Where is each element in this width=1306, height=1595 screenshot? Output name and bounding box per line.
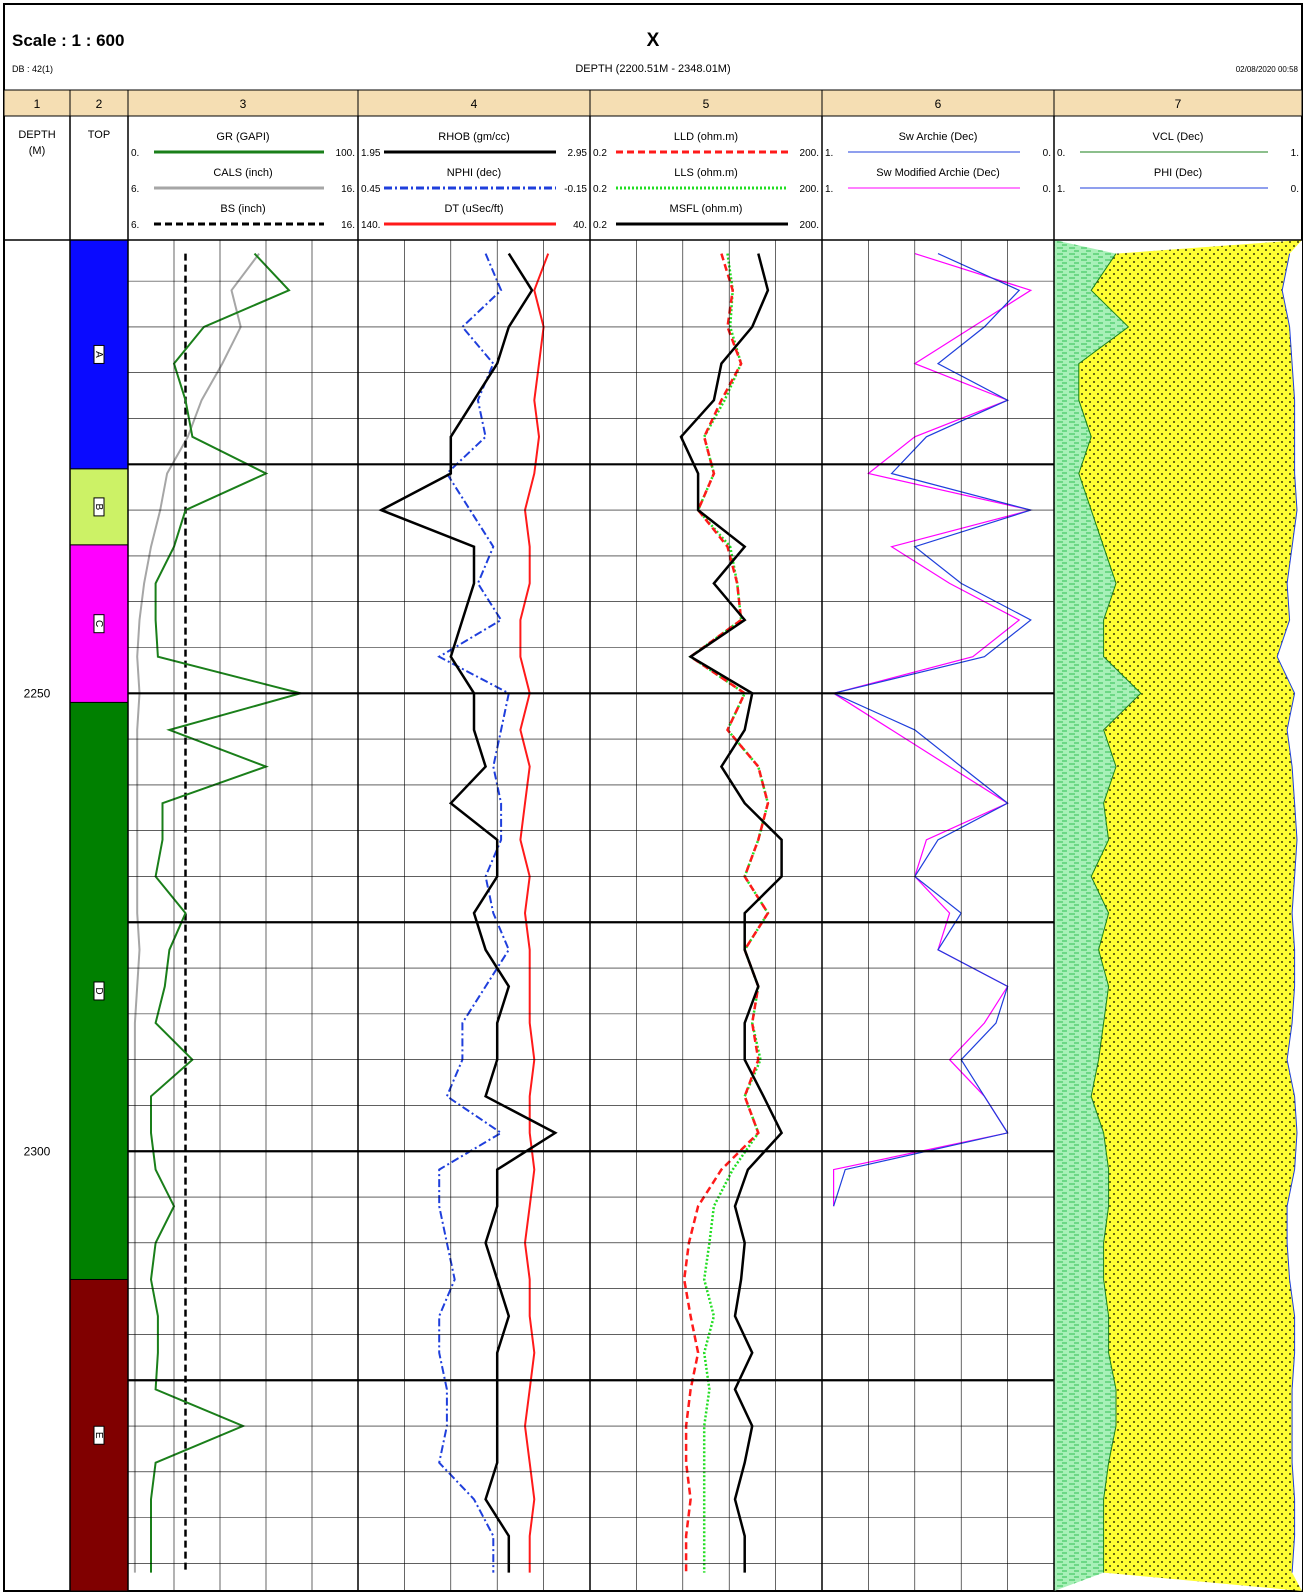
legend-right-value: 40. <box>573 220 587 231</box>
legend-left-value: 0.2 <box>593 184 607 195</box>
legend-left-value: 0. <box>1057 148 1065 159</box>
top-column-title: TOP <box>88 129 110 141</box>
legend-curve-name: Sw Modified Archie (Dec) <box>876 167 1000 179</box>
legend-left-value: 0. <box>131 148 139 159</box>
legend-left-value: 0.2 <box>593 220 607 231</box>
legend-right-value: 1. <box>1291 148 1299 159</box>
legend-curve-name: VCL (Dec) <box>1153 131 1204 143</box>
legend-curve-name: GR (GAPI) <box>216 131 269 143</box>
legend-curve-name: CALS (inch) <box>213 167 272 179</box>
legend-left-value: 1. <box>825 148 833 159</box>
legend-curve-name: PHI (Dec) <box>1154 167 1202 179</box>
clay-fill <box>1054 240 1141 1591</box>
lld-curve <box>682 253 770 1573</box>
zone-label-box <box>93 614 105 634</box>
legend-right-value: 0. <box>1043 184 1051 195</box>
legend-right-value: 200. <box>800 184 819 195</box>
legend-left-value: 6. <box>131 220 139 231</box>
curve-legend: GR (GAPI) 0. 100. CALS (inch) 6. 16. BS (inch)… <box>131 131 1299 231</box>
track-number-6: 6 <box>935 97 942 111</box>
zone-label-box <box>93 497 105 517</box>
legend-left-value: 1. <box>1057 184 1065 195</box>
zone-label-box <box>93 1425 105 1445</box>
legend-curve-name: LLS (ohm.m) <box>674 167 738 179</box>
gr-curve <box>149 252 305 1573</box>
log-body: A B C D E 2250 2300 <box>24 239 1302 1592</box>
sand-fill <box>1078 240 1302 1591</box>
legend-curve-name: DT (uSec/ft) <box>444 203 503 215</box>
legend-curve-name: NPHI (dec) <box>447 167 501 179</box>
rhob-curve <box>378 252 558 1573</box>
nphi-curve <box>437 253 510 1573</box>
db-label: DB : 42(1) <box>12 64 53 74</box>
legend-right-value: 2.95 <box>568 148 588 159</box>
zone-label-D: D <box>93 987 104 994</box>
depth-range-label: DEPTH (2200.51M - 2348.01M) <box>575 63 730 75</box>
track-number-3: 3 <box>240 97 247 111</box>
well-name: X <box>647 30 660 51</box>
legend-curve-name: BS (inch) <box>220 203 265 215</box>
depth-label-2250: 2250 <box>24 686 51 700</box>
legend-right-value: 16. <box>341 184 355 195</box>
depth-column-unit: (M) <box>29 145 46 157</box>
zone-label-box <box>93 344 105 364</box>
legend-right-value: 0. <box>1291 184 1299 195</box>
zone-label-B: B <box>93 504 104 511</box>
track-number-4: 4 <box>471 97 478 111</box>
zone-label-A: A <box>93 351 104 358</box>
legend-left-value: 1. <box>825 184 833 195</box>
legend-right-value: 200. <box>800 220 819 231</box>
phi-curve <box>1276 253 1298 1573</box>
track-number-7: 7 <box>1175 97 1182 111</box>
legend-left-value: 6. <box>131 184 139 195</box>
scale-label: Scale : 1 : 600 <box>12 31 124 50</box>
zone-label-box <box>93 981 105 1001</box>
dt-curve <box>519 253 550 1573</box>
track-grid <box>128 240 1054 1591</box>
legend-left-value: 0.2 <box>593 148 607 159</box>
legend-curve-name: RHOB (gm/cc) <box>438 131 510 143</box>
track-number-band <box>3 89 1303 117</box>
zone-label-C: C <box>93 620 104 627</box>
legend-left-value: 140. <box>361 220 380 231</box>
msfl-curve <box>679 253 784 1573</box>
legend-right-value: 16. <box>341 220 355 231</box>
legend-curve-name: LLD (ohm.m) <box>674 131 738 143</box>
legend-right-value: 0. <box>1043 148 1051 159</box>
depth-label-2300: 2300 <box>24 1144 51 1158</box>
legend-right-value: -0.15 <box>564 184 587 195</box>
porosity-fill <box>1277 240 1302 1591</box>
track-number-5: 5 <box>703 97 710 111</box>
track-number-row: 1 2 3 4 5 6 7 <box>34 90 1303 116</box>
vcl-curve <box>1078 253 1142 1573</box>
zone-label-E: E <box>93 1432 104 1439</box>
legend-left-value: 0.45 <box>361 184 381 195</box>
legend-right-value: 100. <box>336 148 355 159</box>
track-number-2: 2 <box>96 97 103 111</box>
legend-curve-name: MSFL (ohm.m) <box>670 203 743 215</box>
legend-right-value: 200. <box>800 148 819 159</box>
cals-curve <box>133 252 260 1573</box>
sw-archie-curve <box>831 253 1033 1207</box>
depth-column-title: DEPTH <box>18 129 55 141</box>
track-number-1: 1 <box>34 97 41 111</box>
date-label: 02/08/2020 00:58 <box>1236 65 1299 74</box>
track-frames <box>4 116 1302 1591</box>
legend-curve-name: Sw Archie (Dec) <box>899 131 978 143</box>
legend-left-value: 1.95 <box>361 148 381 159</box>
